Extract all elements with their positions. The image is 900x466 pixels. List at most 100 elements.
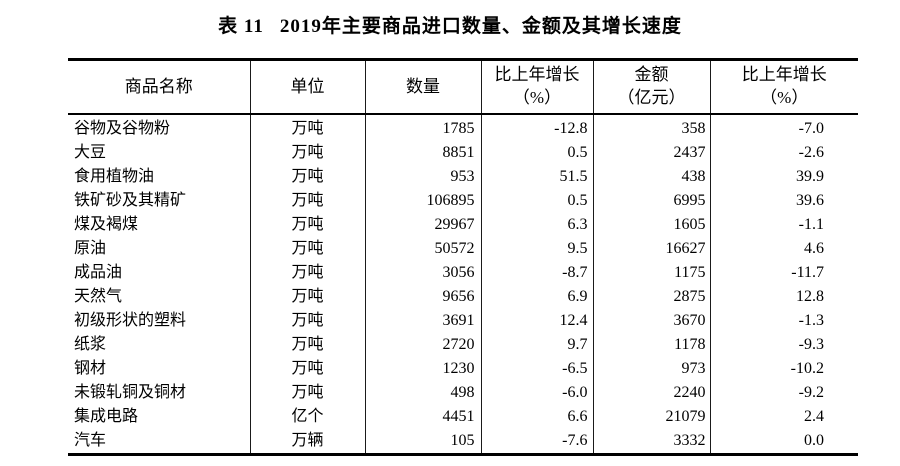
table-body: 谷物及谷物粉 万吨 1785 -12.8 358 -7.0 大豆 万吨 8851… — [68, 114, 858, 455]
cell-quantity: 498 — [365, 381, 482, 405]
cell-quantity: 3056 — [365, 261, 482, 285]
cell-quantity-growth: 6.3 — [481, 213, 594, 237]
cell-quantity-growth: 9.7 — [481, 333, 594, 357]
cell-quantity: 9656 — [365, 285, 482, 309]
table-row: 成品油 万吨 3056 -8.7 1175 -11.7 — [68, 261, 858, 285]
cell-unit: 万吨 — [250, 189, 366, 213]
table-row: 钢材 万吨 1230 -6.5 973 -10.2 — [68, 357, 858, 381]
table-title-text: 2019年主要商品进口数量、金额及其增长速度 — [279, 16, 682, 37]
cell-value-growth: -11.7 — [791, 264, 824, 281]
table-row: 铁矿砂及其精矿 万吨 106895 0.5 6995 39.6 — [68, 189, 858, 213]
table-number-label: 表 11 — [218, 16, 264, 37]
cell-value: 3332 — [593, 429, 711, 455]
cell-quantity-growth: 6.6 — [481, 405, 594, 429]
header-row: 商品名称 单位 数量 比上年增长 （%） 金额 （亿元） 比上年增长 （%） — [68, 59, 858, 115]
cell-quantity-growth: 12.4 — [481, 309, 594, 333]
cell-unit: 万吨 — [250, 357, 366, 381]
cell-unit: 万吨 — [250, 309, 366, 333]
header-quantity: 数量 — [365, 59, 482, 115]
cell-value: 2437 — [593, 141, 711, 165]
cell-unit: 万吨 — [250, 165, 366, 189]
cell-unit: 亿个 — [250, 405, 366, 429]
cell-value: 2240 — [593, 381, 711, 405]
cell-value: 6995 — [593, 189, 711, 213]
table-row: 原油 万吨 50572 9.5 16627 4.6 — [68, 237, 858, 261]
cell-value: 973 — [593, 357, 711, 381]
table-row: 谷物及谷物粉 万吨 1785 -12.8 358 -7.0 — [68, 114, 858, 141]
cell-quantity-growth: -6.0 — [481, 381, 594, 405]
cell-quantity: 2720 — [365, 333, 482, 357]
cell-commodity-name: 谷物及谷物粉 — [68, 114, 251, 141]
cell-unit: 万吨 — [250, 261, 366, 285]
cell-commodity-name: 原油 — [68, 237, 251, 261]
table-row: 汽车 万辆 105 -7.6 3332 0.0 — [68, 429, 858, 455]
cell-value-growth: 12.8 — [796, 288, 824, 305]
cell-value: 21079 — [593, 405, 711, 429]
cell-value: 358 — [593, 114, 711, 141]
cell-commodity-name: 食用植物油 — [68, 165, 251, 189]
header-value-growth: 比上年增长 （%） — [710, 59, 858, 115]
cell-value-growth: -2.6 — [798, 144, 824, 161]
cell-quantity-growth: 9.5 — [481, 237, 594, 261]
table-title: 表 11 2019年主要商品进口数量、金额及其增长速度 — [0, 11, 900, 38]
cell-quantity: 953 — [365, 165, 482, 189]
cell-commodity-name: 集成电路 — [68, 405, 251, 429]
cell-value-growth: 39.9 — [796, 168, 824, 185]
cell-quantity: 50572 — [365, 237, 482, 261]
cell-quantity-growth: -7.6 — [481, 429, 594, 455]
cell-value: 3670 — [593, 309, 711, 333]
table-row: 集成电路 亿个 4451 6.6 21079 2.4 — [68, 405, 858, 429]
cell-value-growth: 4.6 — [804, 240, 824, 257]
header-unit: 单位 — [250, 59, 366, 115]
cell-quantity: 29967 — [365, 213, 482, 237]
cell-unit: 万吨 — [250, 237, 366, 261]
table-row: 煤及褐煤 万吨 29967 6.3 1605 -1.1 — [68, 213, 858, 237]
cell-quantity-growth: 51.5 — [481, 165, 594, 189]
cell-quantity: 1785 — [365, 114, 482, 141]
table-row: 初级形状的塑料 万吨 3691 12.4 3670 -1.3 — [68, 309, 858, 333]
table-row: 大豆 万吨 8851 0.5 2437 -2.6 — [68, 141, 858, 165]
cell-quantity: 1230 — [365, 357, 482, 381]
table-row: 纸浆 万吨 2720 9.7 1178 -9.3 — [68, 333, 858, 357]
cell-value-growth: -1.3 — [798, 312, 824, 329]
cell-commodity-name: 钢材 — [68, 357, 251, 381]
cell-quantity-growth: -8.7 — [481, 261, 594, 285]
cell-quantity-growth: 0.5 — [481, 141, 594, 165]
cell-quantity: 106895 — [365, 189, 482, 213]
header-commodity-name: 商品名称 — [68, 59, 251, 115]
cell-commodity-name: 成品油 — [68, 261, 251, 285]
cell-value-growth: -9.2 — [798, 384, 824, 401]
cell-commodity-name: 纸浆 — [68, 333, 251, 357]
header-value: 金额 （亿元） — [593, 59, 711, 115]
cell-value: 2875 — [593, 285, 711, 309]
cell-commodity-name: 初级形状的塑料 — [68, 309, 251, 333]
cell-quantity-growth: 6.9 — [481, 285, 594, 309]
cell-commodity-name: 汽车 — [68, 429, 251, 455]
cell-value: 1605 — [593, 213, 711, 237]
cell-commodity-name: 铁矿砂及其精矿 — [68, 189, 251, 213]
cell-quantity: 3691 — [365, 309, 482, 333]
cell-value: 1178 — [593, 333, 711, 357]
cell-commodity-name: 大豆 — [68, 141, 251, 165]
cell-unit: 万吨 — [250, 213, 366, 237]
cell-value-growth: 0.0 — [804, 432, 824, 449]
cell-value-growth: -1.1 — [798, 216, 824, 233]
table-row: 天然气 万吨 9656 6.9 2875 12.8 — [68, 285, 858, 309]
cell-quantity-growth: -6.5 — [481, 357, 594, 381]
cell-unit: 万吨 — [250, 333, 366, 357]
header-quantity-growth: 比上年增长 （%） — [481, 59, 594, 115]
cell-unit: 万吨 — [250, 114, 366, 141]
cell-quantity: 8851 — [365, 141, 482, 165]
cell-unit: 万吨 — [250, 381, 366, 405]
cell-value-growth: -7.0 — [798, 120, 824, 137]
cell-commodity-name: 未锻轧铜及铜材 — [68, 381, 251, 405]
cell-value-growth: -10.2 — [790, 360, 824, 377]
cell-quantity: 105 — [365, 429, 482, 455]
cell-quantity: 4451 — [365, 405, 482, 429]
cell-unit: 万吨 — [250, 141, 366, 165]
cell-value-growth: 39.6 — [796, 192, 824, 209]
cell-unit: 万吨 — [250, 285, 366, 309]
cell-commodity-name: 天然气 — [68, 285, 251, 309]
table-row: 未锻轧铜及铜材 万吨 498 -6.0 2240 -9.2 — [68, 381, 858, 405]
cell-value-growth: -9.3 — [798, 336, 824, 353]
